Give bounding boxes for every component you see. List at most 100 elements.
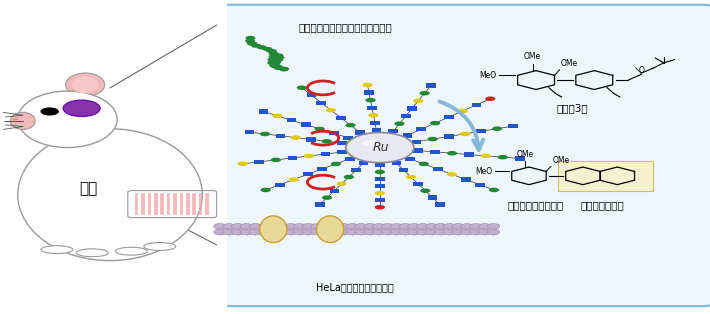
FancyBboxPatch shape [388,129,398,133]
Circle shape [267,49,277,53]
Text: 糖鎖アルブミン・ルテニウム触媒: 糖鎖アルブミン・ルテニウム触媒 [298,22,392,32]
FancyBboxPatch shape [375,184,385,188]
Circle shape [447,151,457,155]
FancyBboxPatch shape [475,183,485,187]
FancyBboxPatch shape [444,115,454,119]
Circle shape [271,60,281,64]
FancyBboxPatch shape [336,116,346,120]
Circle shape [346,133,414,163]
Circle shape [63,100,100,116]
Circle shape [362,83,373,87]
Circle shape [267,229,280,235]
Circle shape [375,191,385,195]
Circle shape [289,177,299,182]
Circle shape [328,224,341,229]
FancyBboxPatch shape [317,100,326,105]
Circle shape [290,135,301,140]
Text: OMe: OMe [552,155,569,165]
Text: MeO: MeO [475,167,492,176]
FancyBboxPatch shape [275,183,285,187]
Circle shape [487,229,500,235]
Ellipse shape [362,140,379,146]
Circle shape [304,154,314,158]
Circle shape [413,99,423,103]
Circle shape [417,224,430,229]
Circle shape [420,91,430,95]
Circle shape [274,66,284,70]
FancyBboxPatch shape [471,103,481,107]
Circle shape [408,224,420,229]
FancyBboxPatch shape [391,161,401,165]
Circle shape [381,229,394,235]
Circle shape [452,229,464,235]
FancyArrowPatch shape [439,101,483,150]
Circle shape [373,224,386,229]
Text: HeLaヒト子宮頸がん細胞: HeLaヒト子宮頸がん細胞 [316,282,394,292]
Circle shape [302,229,315,235]
Circle shape [293,229,306,235]
Circle shape [434,224,447,229]
Circle shape [417,229,430,235]
FancyBboxPatch shape [315,202,324,207]
Ellipse shape [143,242,176,251]
Circle shape [469,224,482,229]
Circle shape [315,127,325,131]
Bar [173,193,177,215]
FancyBboxPatch shape [461,177,471,182]
FancyBboxPatch shape [408,106,417,111]
FancyBboxPatch shape [403,133,413,138]
FancyBboxPatch shape [307,93,317,97]
Text: がん: がん [80,181,98,196]
Circle shape [222,229,235,235]
FancyBboxPatch shape [288,156,297,160]
FancyBboxPatch shape [508,124,518,128]
Ellipse shape [18,91,117,148]
Circle shape [447,172,457,176]
Circle shape [231,224,244,229]
Circle shape [337,181,346,186]
Circle shape [420,188,430,193]
Text: O: O [638,66,644,75]
FancyBboxPatch shape [337,141,347,145]
Circle shape [271,158,281,162]
Circle shape [246,36,256,40]
Circle shape [322,139,332,143]
FancyBboxPatch shape [301,122,310,127]
Bar [154,193,158,215]
FancyBboxPatch shape [364,90,373,95]
FancyBboxPatch shape [405,157,415,161]
Circle shape [498,155,508,160]
FancyBboxPatch shape [345,157,355,161]
Circle shape [271,64,280,68]
Bar [180,193,183,215]
FancyBboxPatch shape [515,156,525,161]
FancyBboxPatch shape [430,150,440,154]
FancyBboxPatch shape [287,118,297,122]
Ellipse shape [41,246,73,254]
Circle shape [346,229,359,235]
Circle shape [485,96,496,101]
Text: OMe: OMe [524,52,541,61]
Circle shape [258,229,271,235]
Circle shape [373,229,386,235]
Circle shape [214,224,226,229]
Ellipse shape [10,112,35,129]
Circle shape [273,53,283,58]
Circle shape [430,121,440,125]
Circle shape [231,229,244,235]
FancyBboxPatch shape [401,114,410,118]
Circle shape [337,224,350,229]
Circle shape [331,162,341,166]
Text: OMe: OMe [517,149,534,159]
FancyBboxPatch shape [199,5,710,306]
FancyBboxPatch shape [254,160,264,164]
Circle shape [408,229,420,235]
Circle shape [457,109,468,113]
Circle shape [487,224,500,229]
Text: OMe: OMe [561,58,578,68]
FancyBboxPatch shape [351,168,361,172]
Circle shape [394,122,405,126]
Text: ベンゼン環の合成！: ベンゼン環の合成！ [508,200,564,210]
FancyBboxPatch shape [444,134,454,138]
Circle shape [461,229,474,235]
